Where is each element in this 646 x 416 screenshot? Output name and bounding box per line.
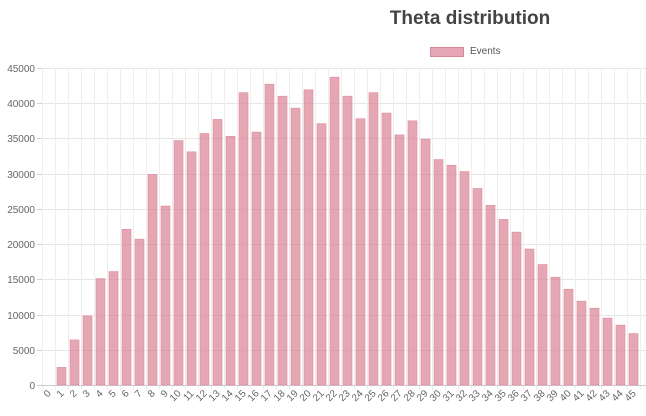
bar-3 — [82, 315, 93, 386]
bar-35 — [498, 219, 509, 386]
bar-18 — [277, 95, 288, 386]
x-tick-label-1: 1 — [55, 388, 67, 400]
bar-9 — [160, 205, 171, 386]
bar-27 — [394, 134, 405, 386]
bar-26 — [381, 112, 392, 386]
bar-16 — [251, 131, 262, 386]
bar-13 — [212, 119, 223, 386]
bar-41 — [576, 300, 587, 386]
bar-19 — [290, 107, 301, 386]
bar-22 — [329, 76, 340, 386]
chart-legend[interactable]: Events — [430, 46, 501, 57]
bar-40 — [563, 288, 574, 386]
bar-4 — [95, 278, 106, 386]
legend-swatch-events — [430, 46, 464, 57]
bar-23 — [342, 95, 353, 386]
bar-7 — [134, 238, 145, 386]
y-tick-label-45000: 45000 — [7, 64, 35, 75]
bar-43 — [602, 317, 613, 386]
bar-25 — [368, 92, 379, 386]
bar-36 — [511, 231, 522, 386]
bar-21 — [316, 123, 327, 386]
bar-28 — [407, 120, 418, 386]
bar-38 — [537, 264, 548, 386]
x-tick-label-5: 5 — [107, 388, 119, 400]
bar-33 — [472, 188, 483, 386]
x-tick-label-3: 3 — [81, 388, 93, 400]
bar-34 — [485, 205, 496, 386]
bar-37 — [524, 248, 535, 386]
bar-39 — [550, 276, 561, 386]
x-tick-label-8: 8 — [146, 388, 158, 400]
bar-14 — [225, 136, 236, 386]
x-tick-label-4: 4 — [94, 388, 106, 400]
y-tick-label-20000: 20000 — [7, 240, 35, 251]
bar-32 — [459, 171, 470, 386]
x-tick-label-7: 7 — [133, 388, 145, 400]
bar-1 — [56, 367, 67, 386]
bar-20 — [303, 89, 314, 386]
bar-42 — [589, 307, 600, 386]
bar-45 — [628, 333, 639, 386]
chart-bars — [56, 76, 639, 386]
y-tick-label-40000: 40000 — [7, 99, 35, 110]
chart-title: Theta distribution — [389, 8, 551, 29]
bar-5 — [108, 271, 119, 386]
bar-24 — [355, 118, 366, 386]
bar-31 — [446, 164, 457, 386]
x-tick-label-2: 2 — [68, 388, 80, 400]
bar-12 — [199, 133, 210, 386]
y-tick-label-30000: 30000 — [7, 170, 35, 181]
bar-29 — [420, 138, 431, 386]
bar-11 — [186, 151, 197, 386]
y-tick-label-35000: 35000 — [7, 134, 35, 145]
x-axis: 0 1 2 3 4 5 6 7 8 9101112131415161718192021222324… — [42, 385, 646, 404]
legend-label-events: Events — [470, 46, 501, 57]
bar-2 — [69, 339, 80, 386]
x-tick-label-45: 45 — [623, 388, 639, 404]
y-tick-label-0: 0 — [29, 381, 35, 392]
y-tick-label-15000: 15000 — [7, 275, 35, 286]
bar-17 — [264, 83, 275, 386]
bar-44 — [615, 324, 626, 386]
bar-15 — [238, 92, 249, 386]
bar-6 — [121, 229, 132, 386]
x-tick-label-6: 6 — [120, 388, 132, 400]
y-axis: 0 5000 10000 15000 20000 25000 30000 35000 40000… — [7, 64, 42, 392]
y-tick-label-25000: 25000 — [7, 205, 35, 216]
bar-30 — [433, 159, 444, 386]
bar-10 — [173, 140, 184, 386]
x-tick-label-0: 0 — [42, 388, 54, 400]
bar-8 — [147, 174, 158, 386]
y-tick-label-5000: 5000 — [13, 346, 36, 357]
y-tick-label-10000: 10000 — [7, 311, 35, 322]
